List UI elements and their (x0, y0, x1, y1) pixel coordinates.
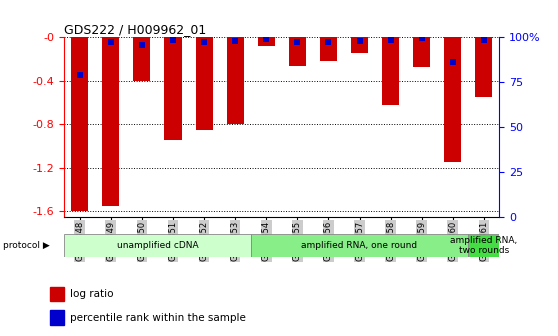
Bar (468, 234, 499, 257)
Text: protocol ▶: protocol ▶ (3, 241, 50, 250)
Bar (289, 37, 306, 67)
Bar (195, 37, 213, 130)
Bar (102, 37, 119, 206)
Bar (50, 287, 64, 301)
Bar (227, 37, 244, 124)
Bar (320, 37, 337, 61)
Bar (382, 37, 399, 104)
Bar (475, 37, 492, 97)
Bar (64, 234, 251, 257)
Bar (351, 37, 368, 53)
Bar (258, 37, 275, 46)
Bar (50, 310, 64, 325)
Bar (444, 37, 461, 162)
Text: log ratio: log ratio (70, 289, 114, 299)
Text: percentile rank within the sample: percentile rank within the sample (70, 312, 246, 323)
Bar (133, 37, 151, 81)
Text: amplified RNA,
two rounds: amplified RNA, two rounds (450, 236, 517, 255)
Text: GDS222 / H009962_01: GDS222 / H009962_01 (64, 23, 206, 36)
Bar (165, 37, 181, 140)
Text: unamplified cDNA: unamplified cDNA (117, 241, 198, 250)
Bar (71, 37, 88, 211)
Bar (413, 37, 430, 68)
Bar (251, 234, 468, 257)
Text: amplified RNA, one round: amplified RNA, one round (301, 241, 417, 250)
